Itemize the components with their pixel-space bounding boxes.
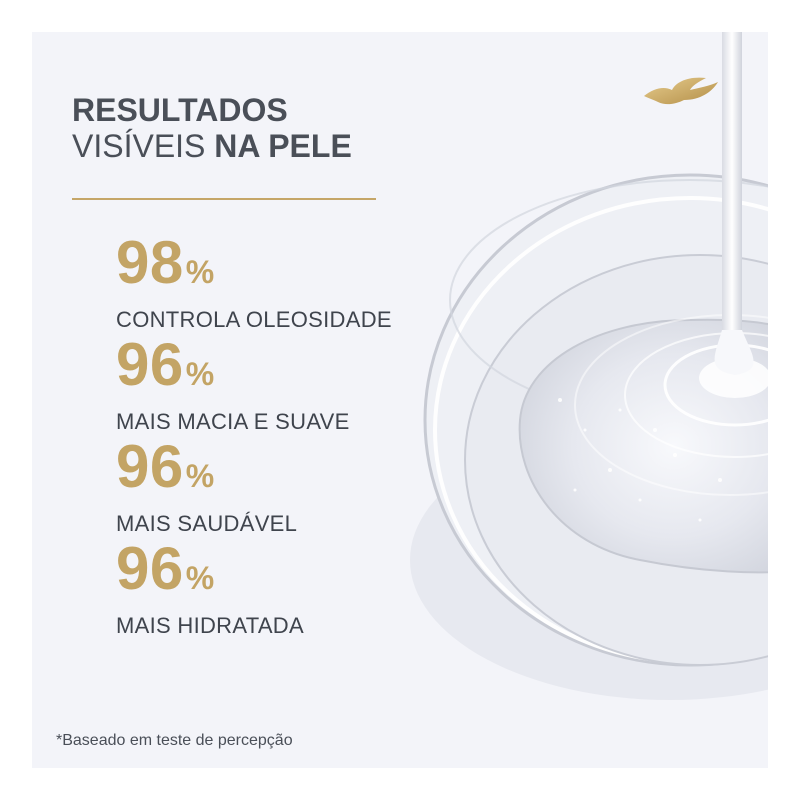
headline-line-2-light: VISÍVEIS [72, 128, 206, 164]
headline-line-1: RESULTADOS [72, 92, 288, 128]
stat-value: 96% [116, 331, 215, 398]
stat-label: MAIS MACIA E SUAVE [116, 409, 350, 434]
stat-value: 96% [116, 535, 215, 602]
stat-item: 96% MAIS SAUDÁVEL [116, 436, 392, 538]
stats-list: 98% CONTROLA OLEOSIDADE 96% MAIS MACIA E… [116, 232, 392, 640]
stat-item: 98% CONTROLA OLEOSIDADE [116, 232, 392, 334]
stat-item: 96% MAIS HIDRATADA [116, 538, 392, 640]
headline-line-2: VISÍVEIS NA PELE [72, 128, 352, 164]
footnote: *Baseado em teste de percepção [56, 732, 293, 749]
stat-value: 98% [116, 229, 215, 296]
stat-value: 96% [116, 433, 215, 500]
headline-line-2-bold: NA PELE [214, 128, 352, 164]
stat-item: 96% MAIS MACIA E SUAVE [116, 334, 392, 436]
stat-label: CONTROLA OLEOSIDADE [116, 307, 392, 332]
stat-unit: % [185, 458, 215, 494]
headline: RESULTADOS VISÍVEIS NA PELE [72, 92, 352, 164]
stat-unit: % [185, 560, 215, 596]
dove-bird-logo-icon [644, 77, 718, 105]
stat-label: MAIS HIDRATADA [116, 613, 304, 638]
stat-unit: % [185, 356, 215, 392]
stat-label: MAIS SAUDÁVEL [116, 511, 298, 536]
gold-divider [72, 198, 376, 200]
stat-unit: % [185, 254, 215, 290]
